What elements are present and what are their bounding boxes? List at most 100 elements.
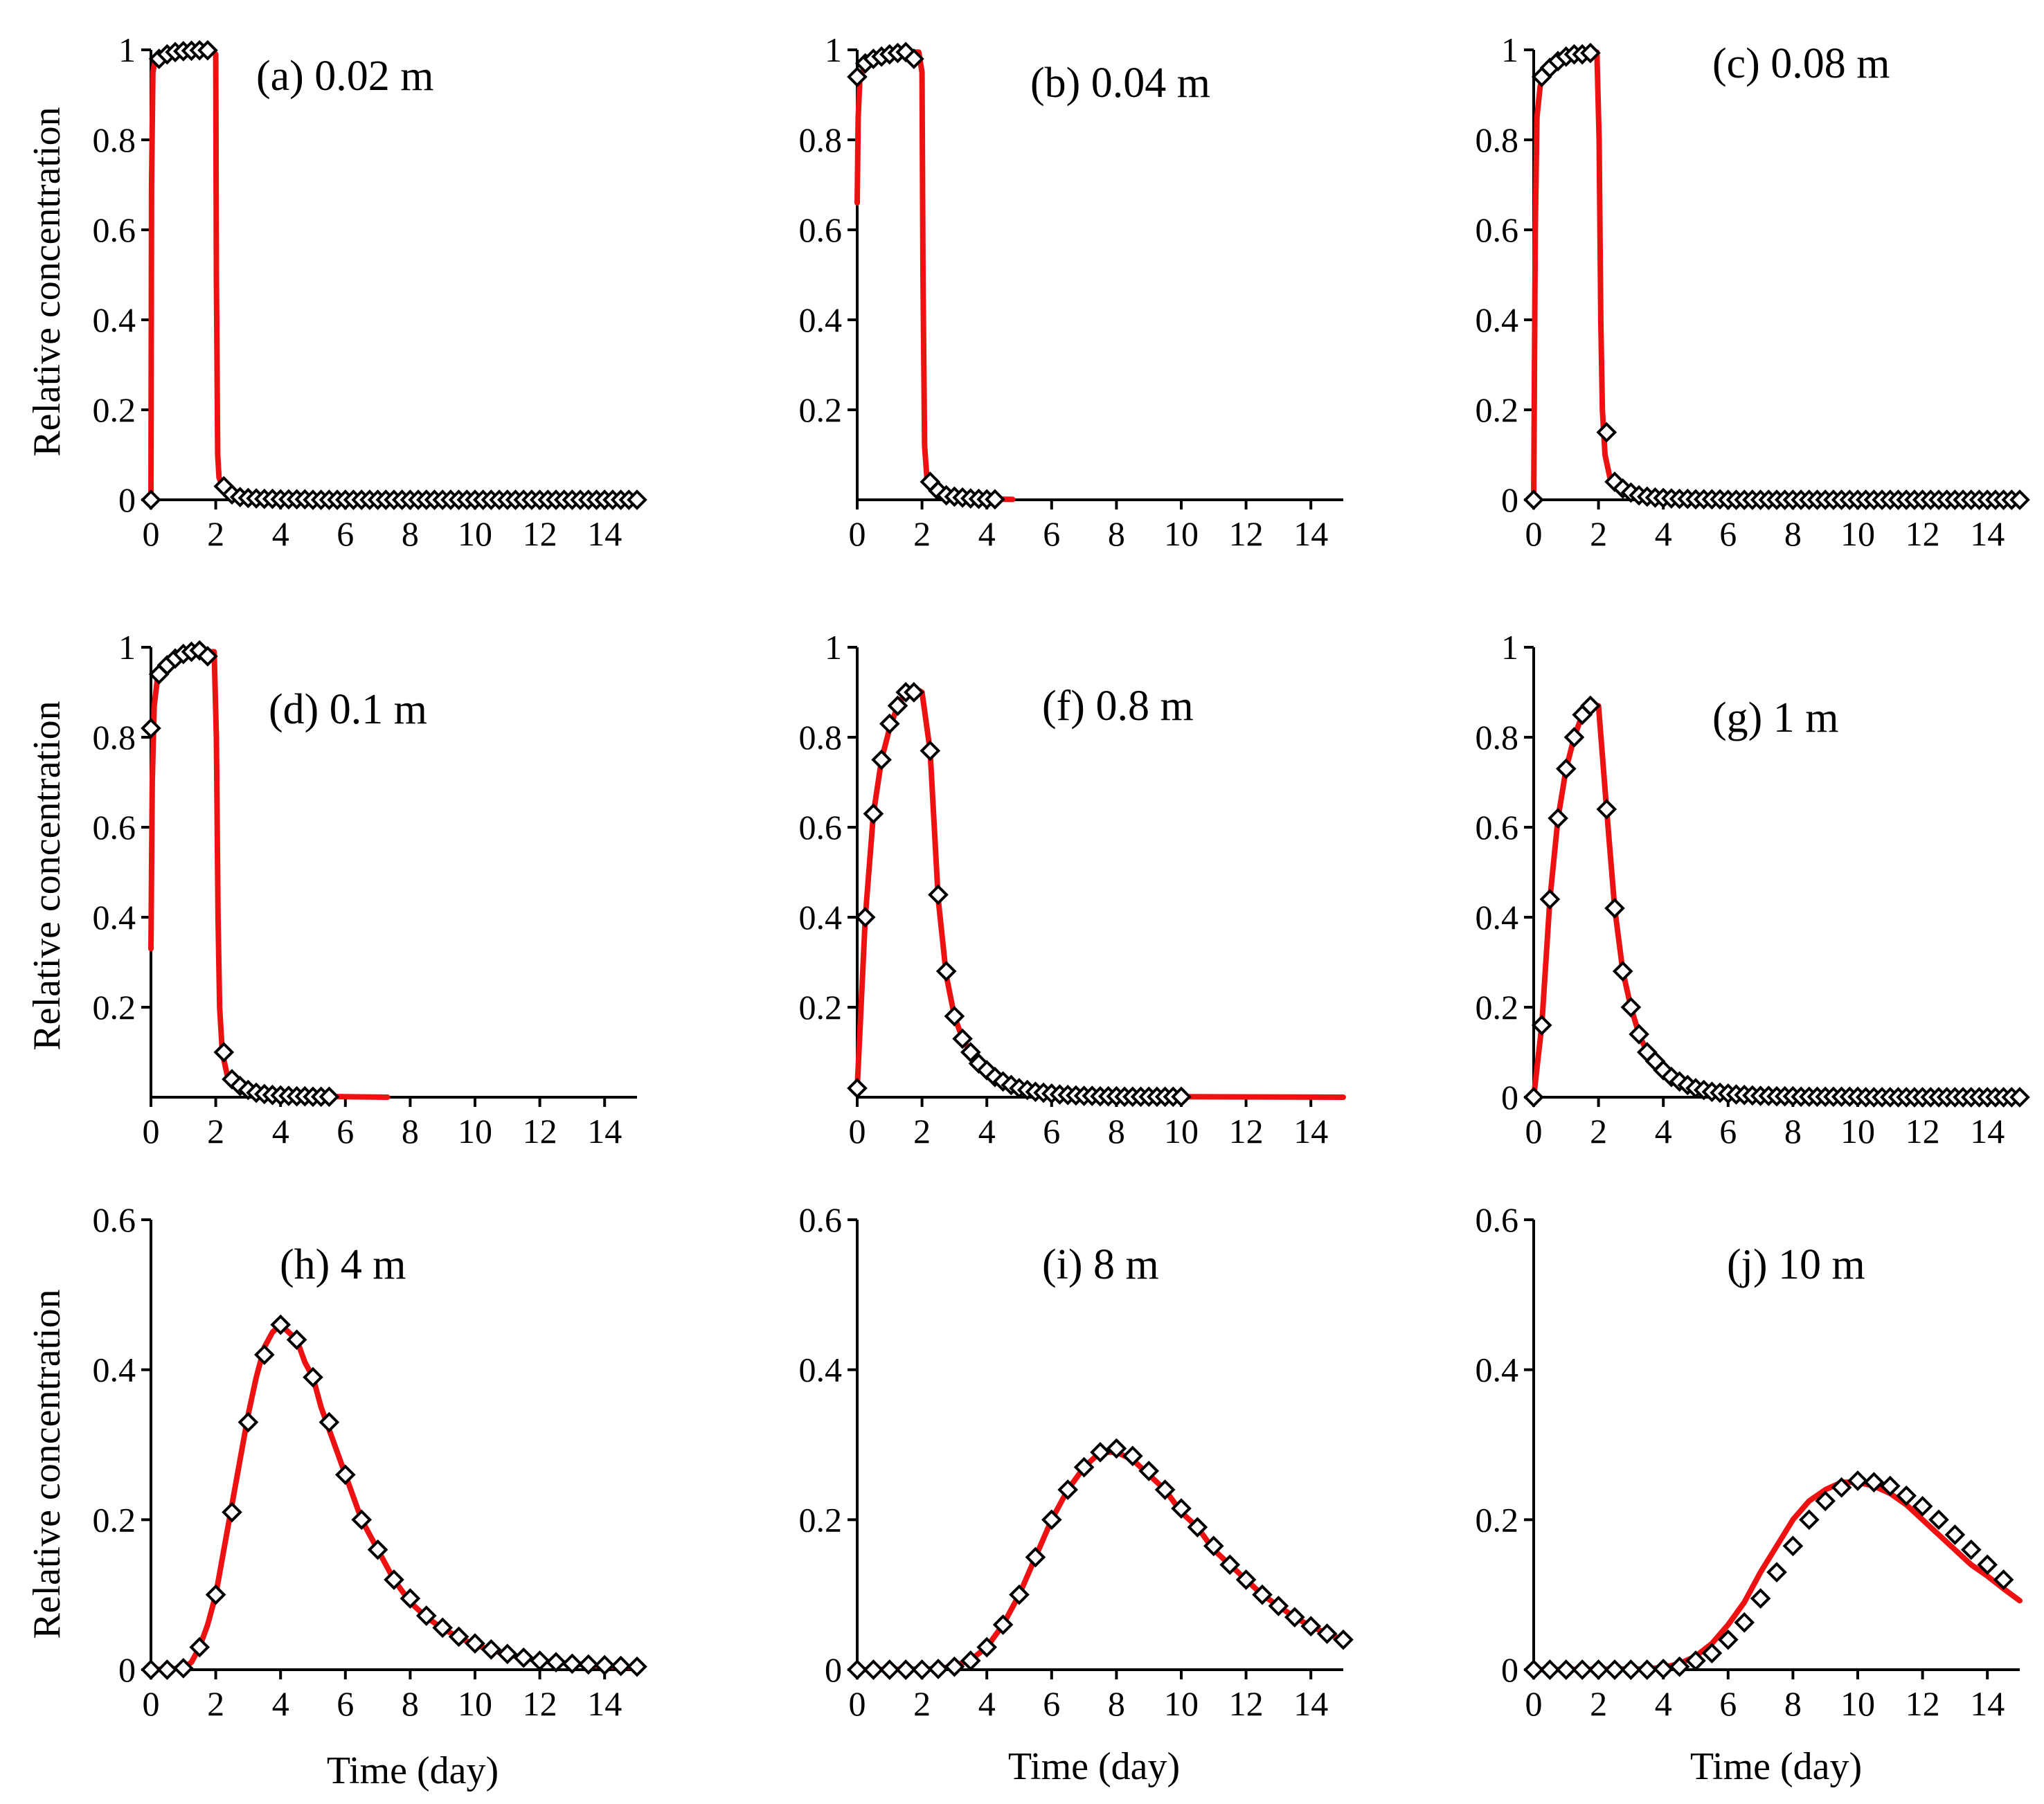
- observed-point: [1171, 1086, 1192, 1108]
- observed-point: [1604, 898, 1625, 919]
- x-tick-label: 2: [207, 1684, 224, 1723]
- observed-point: [1669, 1656, 1690, 1677]
- observed-point: [1555, 1659, 1577, 1680]
- observed-point: [2009, 1087, 2030, 1108]
- observed-point: [2009, 489, 2030, 510]
- y-tick-label: 0.2: [93, 390, 136, 429]
- observed-point: [1685, 1650, 1706, 1671]
- y-tick-label: 0.8: [93, 120, 136, 159]
- y-tick-label: 0: [118, 480, 136, 519]
- observed-point: [935, 961, 957, 982]
- observed-point: [879, 1659, 900, 1680]
- x-tick-label: 10: [1840, 1112, 1875, 1151]
- x-tick-label: 4: [272, 514, 289, 553]
- y-tick-label: 1: [825, 30, 842, 69]
- x-tick-label: 10: [1164, 1112, 1199, 1151]
- y-tick-label: 0.2: [1476, 1500, 1519, 1539]
- panel-title: (h) 4 m: [280, 1241, 406, 1288]
- x-tick-label: 8: [1784, 1684, 1802, 1723]
- x-tick-label: 4: [978, 1112, 996, 1151]
- y-tick-label: 0.4: [93, 300, 136, 339]
- observed-point: [1548, 808, 1568, 829]
- observed-point: [895, 1659, 917, 1680]
- y-tick-label: 0.2: [1476, 988, 1519, 1027]
- observed-point: [1539, 889, 1561, 910]
- observed-point: [1977, 1554, 1998, 1576]
- observed-point: [1831, 1477, 1852, 1498]
- x-tick-label: 10: [458, 1112, 492, 1151]
- x-tick-label: 4: [978, 514, 996, 553]
- observed-point: [871, 749, 892, 770]
- x-tick-label: 4: [1655, 514, 1672, 553]
- x-tick-label: 2: [1590, 1112, 1607, 1151]
- observed-point: [887, 695, 908, 716]
- observed-point: [1235, 1569, 1257, 1590]
- y-tick-label: 0.2: [799, 1500, 843, 1539]
- observed-point: [1154, 1479, 1176, 1500]
- x-tick-label: 8: [402, 1112, 419, 1151]
- observed-point: [1717, 1629, 1739, 1650]
- observed-point: [141, 489, 161, 510]
- observed-point: [1960, 1539, 1982, 1560]
- observed-point: [1734, 1612, 1755, 1633]
- observed-point: [513, 1647, 535, 1668]
- observed-point: [1912, 1496, 1933, 1517]
- observed-point: [928, 884, 949, 905]
- observed-point: [1316, 1623, 1338, 1644]
- observed-point: [1171, 1498, 1192, 1519]
- y-tick-label: 1: [1501, 628, 1518, 667]
- observed-point: [1333, 1629, 1354, 1650]
- observed-point: [1057, 1479, 1079, 1500]
- x-tick-label: 6: [337, 1684, 354, 1723]
- y-tick-label: 0.4: [1476, 300, 1519, 339]
- observed-point: [286, 1329, 307, 1351]
- x-tick-label: 0: [143, 1112, 160, 1151]
- observed-point: [319, 1411, 340, 1433]
- observed-point: [270, 1314, 292, 1335]
- x-tick-label: 14: [587, 1684, 622, 1723]
- y-tick-label: 0: [118, 1650, 136, 1689]
- x-tick-label: 14: [1970, 514, 2005, 553]
- x-tick-label: 12: [1906, 514, 1940, 553]
- observed-point: [351, 1509, 373, 1531]
- x-tick-label: 4: [272, 1112, 289, 1151]
- observed-point: [1531, 1015, 1552, 1036]
- x-tick-label: 12: [1229, 1684, 1264, 1723]
- x-tick-label: 10: [1840, 1684, 1875, 1723]
- y-tick-label: 0.4: [799, 300, 843, 339]
- observed-point: [627, 1656, 647, 1677]
- x-tick-label: 6: [337, 1112, 354, 1151]
- observed-point: [319, 1086, 340, 1108]
- observed-point: [960, 1042, 981, 1063]
- observed-point: [1219, 1554, 1241, 1576]
- x-tick-label: 2: [207, 514, 224, 553]
- observed-point: [367, 1539, 388, 1560]
- panel-title: (a) 0.02 m: [256, 53, 434, 100]
- x-tick-label: 0: [849, 514, 866, 553]
- x-tick-label: 6: [337, 514, 354, 553]
- observed-point: [1815, 1490, 1836, 1512]
- y-tick-label: 0.2: [93, 1500, 136, 1539]
- observed-point: [303, 1366, 323, 1388]
- observed-point: [172, 1658, 194, 1679]
- x-tick-label: 2: [1590, 1684, 1607, 1723]
- observed-point: [1041, 1509, 1062, 1531]
- observed-point: [529, 1650, 550, 1671]
- panel-1: 0 2 4 6 8 10 12 14 0 0.2 0.4 0.6 0.8 1 (a) 0.02 m: [93, 30, 647, 553]
- y-tick-label: 0.8: [799, 718, 843, 757]
- observed-point: [141, 1659, 161, 1680]
- x-tick-label: 8: [402, 1684, 419, 1723]
- observed-point: [1596, 422, 1617, 443]
- x-axis-label-col-3: Time (day): [1690, 1745, 1862, 1788]
- y-tick-label: 0.4: [799, 898, 843, 937]
- observed-point: [1106, 1438, 1127, 1459]
- x-tick-label: 12: [523, 1684, 557, 1723]
- observed-point: [222, 1501, 242, 1523]
- observed-point: [1944, 1524, 1966, 1545]
- y-tick-label: 0.2: [93, 988, 136, 1027]
- x-tick-label: 10: [458, 1684, 492, 1723]
- y-tick-label: 0.6: [1476, 808, 1519, 847]
- x-tick-label: 4: [978, 1684, 996, 1723]
- x-tick-label: 12: [1229, 514, 1264, 553]
- y-tick-label: 0.2: [799, 390, 843, 429]
